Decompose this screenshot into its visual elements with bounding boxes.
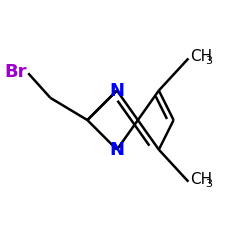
Text: Br: Br	[4, 63, 27, 81]
Text: CH: CH	[190, 172, 212, 187]
Text: 3: 3	[206, 179, 213, 189]
Text: 3: 3	[206, 56, 213, 66]
Text: CH: CH	[190, 48, 212, 64]
Text: N: N	[110, 82, 124, 100]
Text: N: N	[110, 141, 124, 159]
